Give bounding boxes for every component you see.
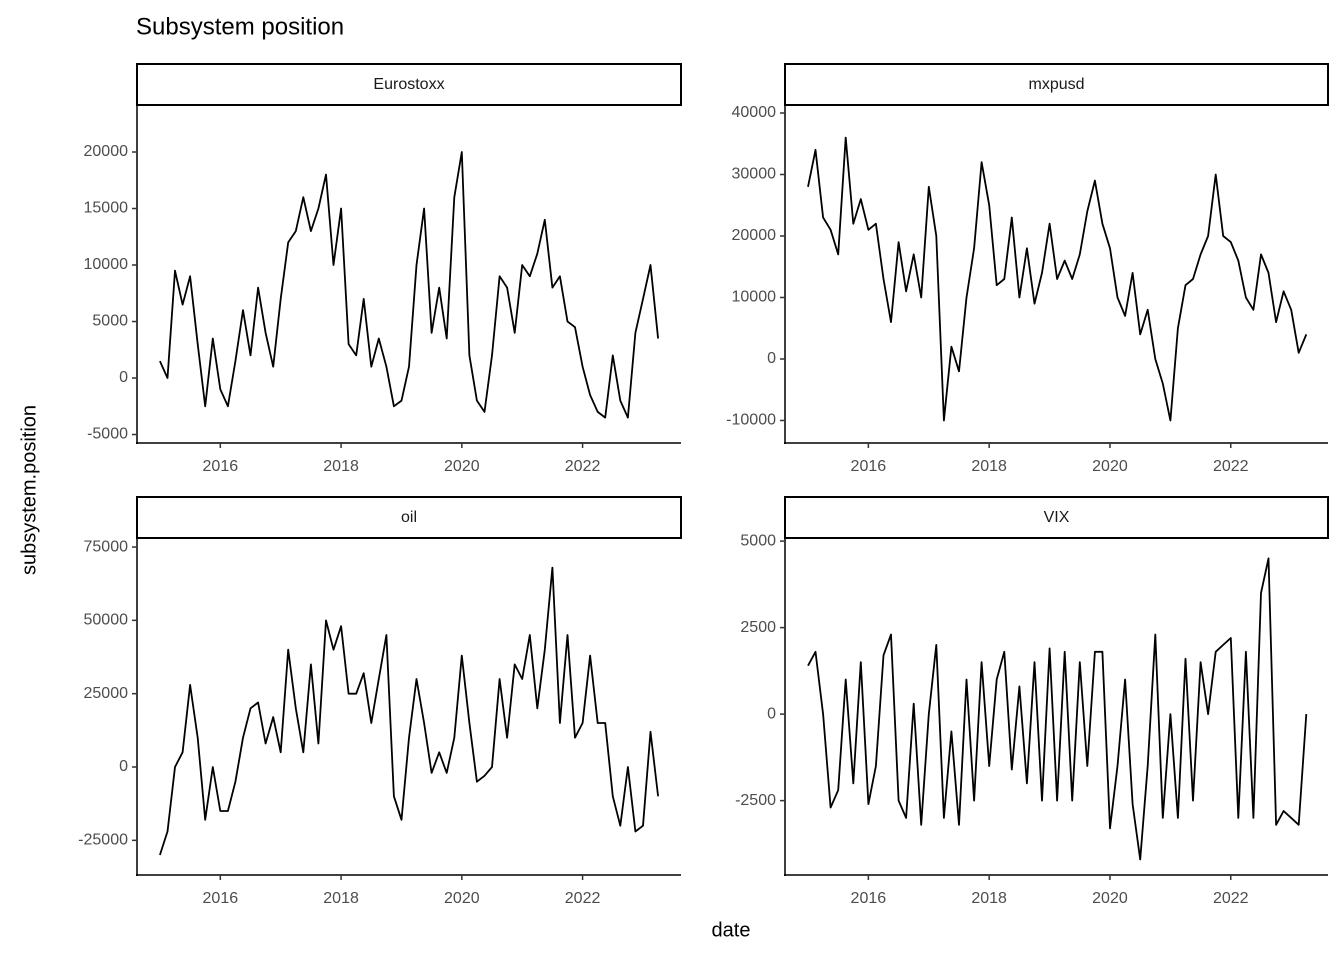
- x-tick-label: 2016: [851, 458, 887, 475]
- facet-label: mxpusd: [1028, 76, 1084, 93]
- y-axis-label: subsystem.position: [18, 405, 40, 575]
- x-tick-label: 2018: [971, 890, 1007, 907]
- facet-strip: [136, 496, 682, 539]
- y-tick-label: 15000: [84, 200, 129, 217]
- y-tick-label: 0: [119, 758, 128, 775]
- facet-strip: [784, 63, 1329, 106]
- x-tick-label: 2022: [1213, 890, 1249, 907]
- x-tick-label: 2018: [323, 890, 359, 907]
- x-tick-label: 2020: [444, 458, 480, 475]
- facet-strip: [136, 63, 682, 106]
- y-tick-label: 20000: [84, 143, 129, 160]
- y-tick-label: 25000: [84, 685, 129, 702]
- y-tick-label: 40000: [732, 104, 777, 121]
- y-tick-label: 10000: [732, 289, 777, 306]
- x-tick-label: 2016: [203, 458, 239, 475]
- y-tick-label: -5000: [87, 426, 128, 443]
- figure-title: Subsystem position: [136, 13, 344, 40]
- y-tick-label: 10000: [84, 256, 129, 273]
- data-line: [807, 557, 1308, 861]
- y-tick-label: -2500: [735, 792, 776, 809]
- y-tick-label: -10000: [726, 412, 776, 429]
- x-tick-label: 2020: [1092, 458, 1128, 475]
- y-tick-label: 5000: [740, 532, 776, 549]
- data-line: [807, 136, 1308, 422]
- x-tick-label: 2018: [971, 458, 1007, 475]
- y-tick-label: 0: [119, 369, 128, 386]
- y-tick-label: 75000: [84, 538, 129, 555]
- y-tick-label: 30000: [732, 166, 777, 183]
- y-tick-label: 20000: [732, 227, 777, 244]
- x-axis-label: date: [712, 919, 751, 941]
- x-tick-label: 2016: [203, 890, 239, 907]
- y-tick-label: 0: [767, 350, 776, 367]
- x-tick-label: 2020: [1092, 890, 1128, 907]
- y-tick-label: 50000: [84, 612, 129, 629]
- y-tick-label: -25000: [78, 832, 128, 849]
- data-line: [159, 566, 659, 856]
- y-tick-label: 5000: [92, 313, 128, 330]
- x-tick-label: 2016: [851, 890, 887, 907]
- y-tick-label: 0: [767, 705, 776, 722]
- facet-label: VIX: [1044, 509, 1070, 526]
- x-tick-label: 2018: [323, 458, 359, 475]
- facet-label: oil: [401, 509, 417, 526]
- data-line: [159, 151, 659, 419]
- facet-strip: [784, 496, 1329, 539]
- x-tick-label: 2022: [565, 458, 601, 475]
- x-tick-label: 2022: [1213, 458, 1249, 475]
- x-tick-label: 2020: [444, 890, 480, 907]
- y-tick-label: 2500: [740, 619, 776, 636]
- facet-label: Eurostoxx: [373, 76, 444, 93]
- x-tick-label: 2022: [565, 890, 601, 907]
